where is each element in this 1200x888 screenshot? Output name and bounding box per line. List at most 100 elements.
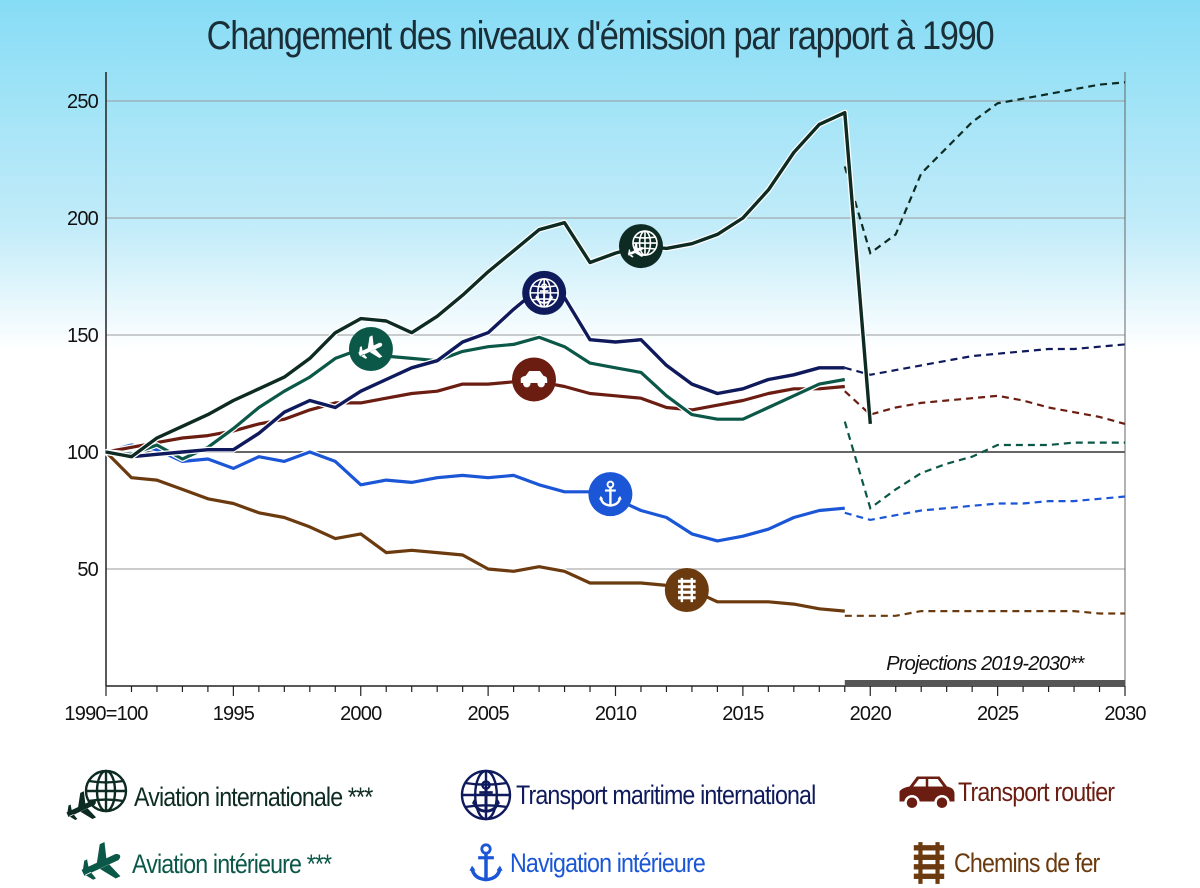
y-tick-label-100: 100	[67, 442, 99, 464]
projection-line-railway	[844, 609, 1125, 617]
railway-marker	[664, 568, 709, 613]
legend-item-transport-routier: Transport routier	[896, 772, 1140, 812]
anchor-ring	[481, 780, 491, 790]
globe-parallel	[464, 781, 508, 786]
projection-label: Projections 2019-2030**	[886, 653, 1085, 675]
legend-label: Chemins de fer	[954, 847, 1100, 878]
series-line-globe-anchor	[105, 286, 845, 459]
series-line-globe-plane	[105, 110, 872, 459]
rail-sleeper	[913, 845, 945, 851]
globe-parallel	[531, 285, 557, 288]
railway-icon	[913, 842, 945, 884]
y-tick-label-250: 250	[67, 91, 99, 113]
y-tick-label-50: 50	[77, 559, 98, 581]
anchor-shape	[469, 843, 503, 882]
legend-item-chemins-de-fer: Chemins de fer	[904, 838, 1123, 888]
legend-label: Navigation intérieure	[510, 847, 706, 878]
rail-sleeper	[678, 590, 696, 594]
globe-parallel	[88, 779, 124, 784]
anchor-shape	[599, 480, 622, 507]
rail-sleeper	[678, 585, 696, 589]
anchor-flukes	[535, 295, 554, 299]
tick-labels: 50 100 150 200 250 1990=100 1995 2000 2005 2010 20…	[64, 91, 1147, 725]
plane-body	[358, 335, 383, 359]
legend-label: Transport routier	[958, 776, 1115, 807]
globe-parallel	[634, 236, 656, 239]
globe-plane-marker	[618, 224, 663, 269]
y-tick-label-200: 200	[67, 208, 99, 230]
plane-shape	[358, 335, 383, 359]
x-tick-label-2000: 2000	[340, 703, 382, 725]
plane-body	[81, 842, 121, 880]
anchor-arms	[472, 801, 500, 813]
car-shape	[899, 776, 955, 811]
legend-item-navigation-interieure: Navigation intérieure	[462, 840, 737, 886]
x-tick-label-2025: 2025	[977, 703, 1019, 725]
anchor-arms	[470, 867, 502, 882]
x-tick-label-2005: 2005	[467, 703, 509, 725]
series-line-plane	[105, 335, 846, 461]
globe-parallel	[88, 798, 124, 803]
car-wheel	[537, 379, 545, 388]
anchor-ring	[606, 480, 615, 489]
legend-label: Aviation intérieure ***	[132, 848, 332, 879]
anchor-marker	[588, 472, 633, 517]
car-shape	[520, 371, 548, 388]
car-windows	[913, 779, 944, 787]
anchor-ring	[480, 843, 492, 855]
car-wheel	[904, 795, 920, 811]
y-tick-label-150: 150	[67, 325, 99, 347]
legend-item-transport-maritime: Transport maritime international	[456, 764, 864, 826]
plane-icon	[81, 842, 121, 880]
anchor-shape	[535, 283, 554, 304]
axes	[105, 72, 1126, 696]
legend-label: Transport maritime international	[516, 779, 816, 810]
car-wheel	[934, 795, 950, 811]
plot-area	[106, 72, 1125, 686]
anchor-arms	[599, 497, 622, 507]
car-wheel	[523, 379, 531, 388]
projection-lines	[843, 81, 1126, 617]
plane-shape	[81, 842, 121, 880]
rail-sleeper	[913, 873, 945, 879]
car-marker	[511, 357, 556, 402]
projection-bar	[844, 680, 1125, 686]
series-line-anchor	[105, 443, 845, 543]
grid	[106, 72, 1125, 686]
x-tick-label-1990: 1990=100	[64, 703, 148, 725]
x-tick-label-2030: 2030	[1104, 703, 1146, 725]
x-tick-label-1995: 1995	[213, 703, 255, 725]
projection-line-globe-plane	[843, 81, 1126, 255]
rail-sleeper	[678, 579, 696, 583]
plane-shape	[627, 242, 644, 258]
plane-marker	[348, 327, 393, 372]
anchor-ring	[541, 283, 548, 290]
series-markers	[348, 224, 709, 613]
marker-disc	[618, 224, 663, 269]
chart-title: Changement des niveaux d'émission par ra…	[206, 14, 995, 58]
plane-shape	[66, 791, 97, 820]
marker-disc	[664, 568, 709, 613]
x-tick-label-2020: 2020	[850, 703, 892, 725]
projection-line-plane	[843, 421, 1125, 511]
legend-label: Aviation internationale ***	[134, 781, 373, 812]
anchor-arms	[535, 296, 553, 304]
plane-body	[627, 242, 644, 258]
x-tick-label-2015: 2015	[722, 703, 764, 725]
anchor-flukes	[599, 495, 622, 500]
rail-sleeper	[678, 596, 696, 600]
anchor-flukes	[471, 799, 501, 804]
railway-shape	[678, 577, 696, 603]
legend-item-aviation-internationale: Aviation internationale ***	[62, 764, 411, 830]
legend-item-aviation-interieure: Aviation intérieure ***	[72, 842, 364, 886]
globe-plane-icon	[66, 769, 128, 820]
globe-anchor-icon	[460, 769, 512, 821]
x-tick-label-2010: 2010	[595, 703, 637, 725]
rail-sleeper	[913, 864, 945, 870]
series-lines	[103, 109, 874, 614]
globe-anchor-marker	[522, 270, 567, 315]
railway-shape	[913, 842, 945, 884]
series-line-railway	[104, 450, 845, 613]
anchor-flukes	[469, 865, 503, 871]
